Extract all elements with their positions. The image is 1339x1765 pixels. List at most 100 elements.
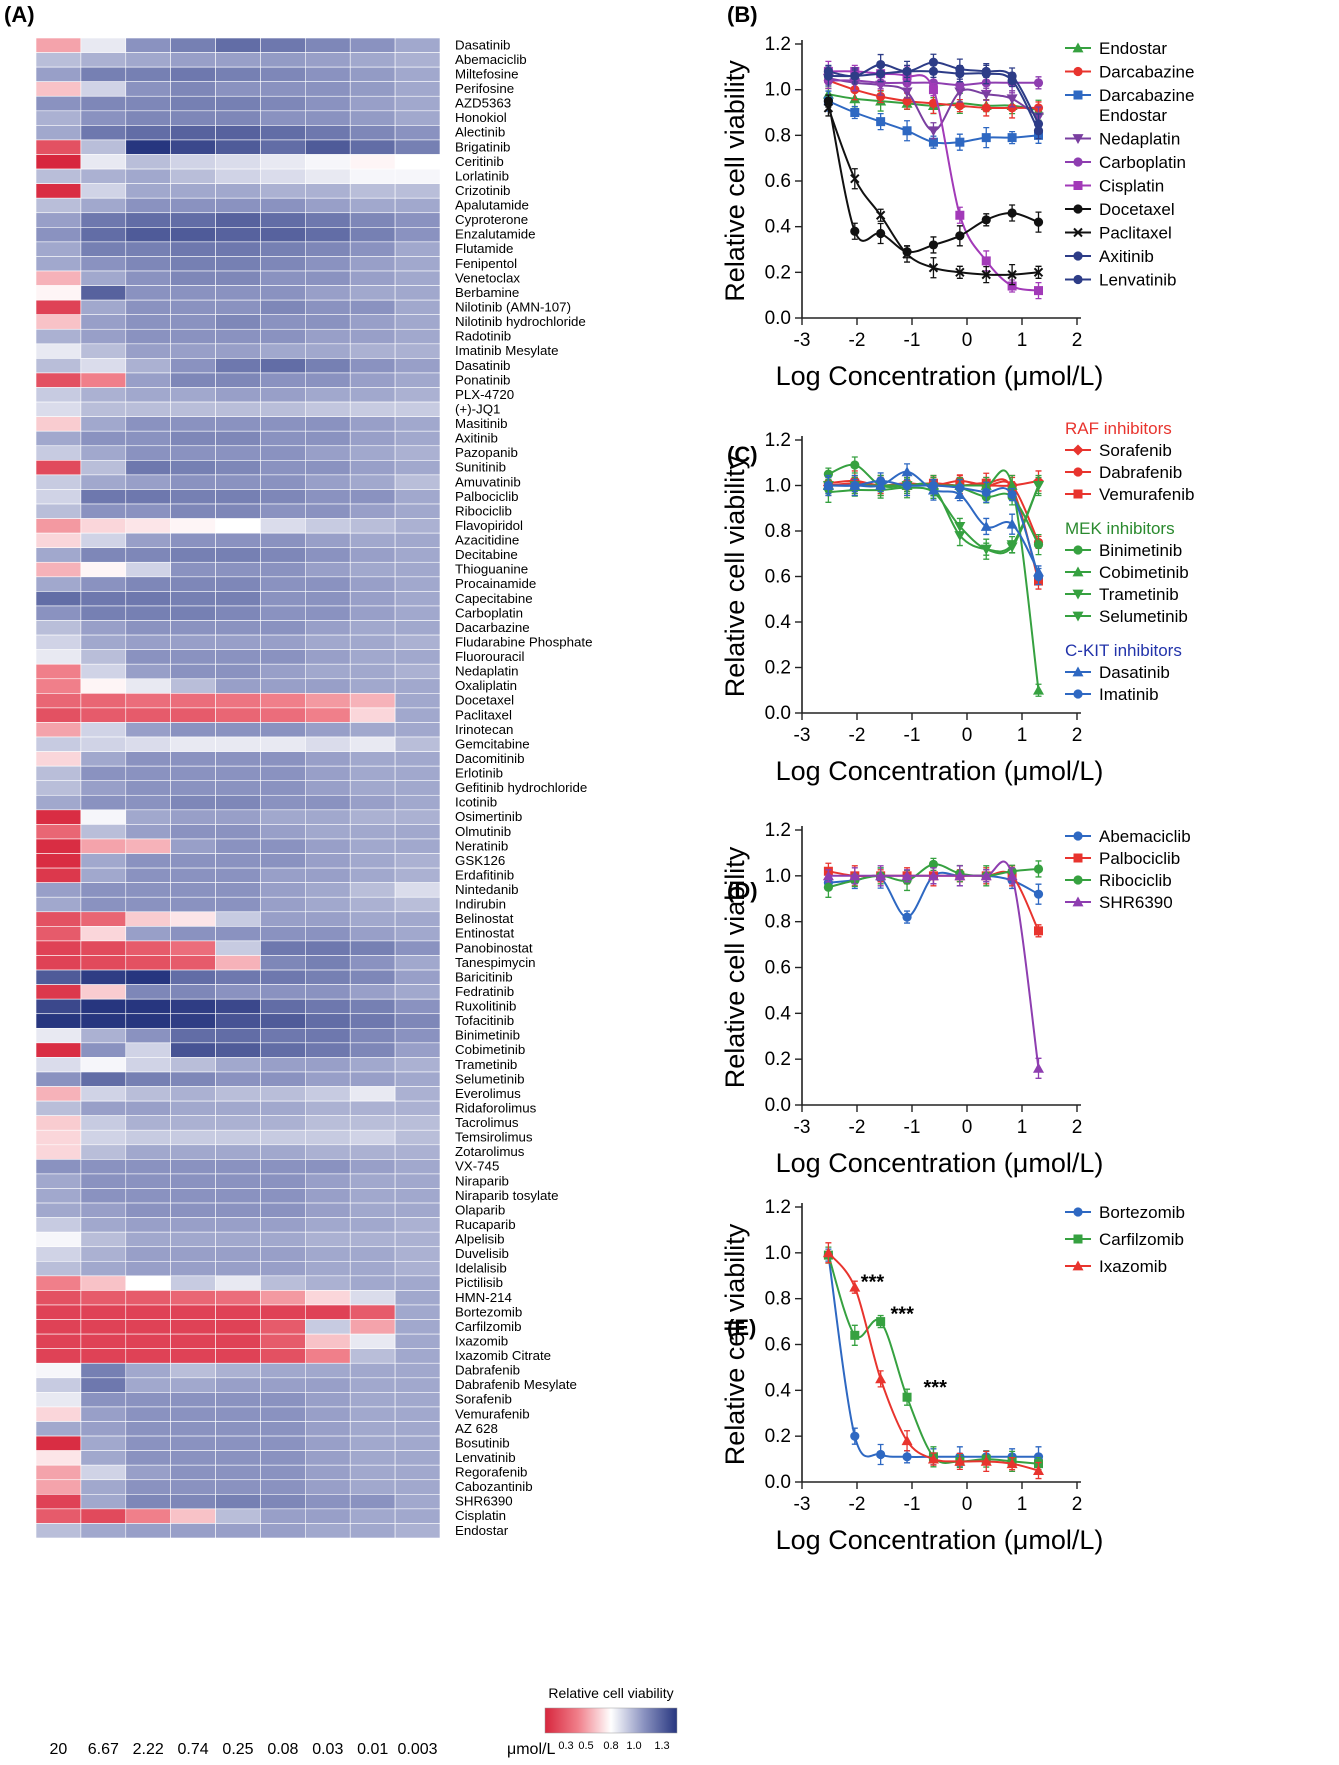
heatmap-cell xyxy=(170,1450,216,1466)
legend-label: Cisplatin xyxy=(1099,177,1164,196)
legend-label: Trametinib xyxy=(1099,585,1179,604)
heatmap-cell xyxy=(305,227,351,243)
heatmap-cell xyxy=(215,372,261,388)
heatmap-cell xyxy=(260,95,306,112)
heatmap-cell xyxy=(349,1362,396,1379)
data-point xyxy=(876,1317,886,1327)
heatmap-cell xyxy=(215,576,261,592)
heatmap-cell xyxy=(215,168,261,184)
heatmap-cell xyxy=(394,183,441,199)
heatmap-cell xyxy=(125,256,171,272)
heatmap-cell xyxy=(305,1494,351,1510)
heatmap-cell xyxy=(215,1275,261,1291)
heatmap-cell xyxy=(125,547,171,563)
panel-b-label: (B) xyxy=(727,2,758,27)
heatmap-cell xyxy=(305,1435,351,1451)
heatmap-cell xyxy=(170,765,216,782)
y-tick-label: 0.0 xyxy=(765,1095,791,1116)
heatmap-cell xyxy=(35,1086,82,1102)
legend-marker xyxy=(1072,134,1084,144)
heatmap-cell xyxy=(215,518,261,534)
heatmap-cell xyxy=(394,1115,441,1131)
heatmap-cell xyxy=(35,532,82,549)
heatmap-cell xyxy=(305,1479,351,1495)
heatmap-cell xyxy=(35,489,82,505)
x-axis-label: Log Concentration (μmol/L) xyxy=(776,756,1104,786)
heatmap-cell xyxy=(35,1231,82,1248)
drug-label: Dacarbazine xyxy=(455,620,530,635)
heatmap-cell xyxy=(260,1013,306,1029)
legend-label: Docetaxel xyxy=(1099,200,1175,219)
heatmap-cell xyxy=(80,474,127,490)
heatmap-cell xyxy=(35,125,82,141)
heatmap-cell xyxy=(125,576,171,592)
heatmap-cell xyxy=(215,343,261,359)
heatmap-cell xyxy=(260,1435,306,1451)
heatmap-cell xyxy=(170,227,216,243)
heatmap-cell xyxy=(349,1494,396,1510)
heatmap-cell xyxy=(260,1304,306,1320)
heatmap-cell xyxy=(305,649,351,665)
heatmap-cell xyxy=(349,634,396,650)
heatmap-cell xyxy=(80,1202,127,1218)
heatmap-cell xyxy=(394,765,441,782)
heatmap-cell xyxy=(305,445,351,461)
heatmap-cell xyxy=(125,416,171,432)
heatmap-cell xyxy=(80,460,127,476)
heatmap-cell xyxy=(125,95,171,112)
heatmap-cell xyxy=(35,372,82,388)
heatmap-cell xyxy=(394,1217,441,1233)
heatmap-cell xyxy=(394,794,441,811)
heatmap-cell xyxy=(260,1188,306,1204)
heatmap-cell xyxy=(170,125,216,141)
drug-label: Amuvatinib xyxy=(455,474,521,489)
heatmap-cell xyxy=(170,241,216,257)
drug-label: Irinotecan xyxy=(455,722,513,737)
heatmap-cell xyxy=(349,37,396,53)
data-point xyxy=(1033,217,1044,227)
heatmap-cell xyxy=(394,940,441,956)
heatmap-cell xyxy=(394,1246,441,1262)
heatmap-cell xyxy=(215,561,261,578)
data-point xyxy=(1007,281,1017,291)
data-point xyxy=(981,269,991,280)
heatmap-cell xyxy=(125,707,171,723)
drug-label: Thioguanine xyxy=(455,562,528,577)
heatmap-cell xyxy=(215,489,261,505)
heatmap-cell xyxy=(394,1508,441,1524)
heatmap-cell xyxy=(170,1100,216,1116)
heatmap-cell xyxy=(305,547,351,563)
heatmap-cell xyxy=(80,270,127,286)
y-tick-label: 1.0 xyxy=(765,866,791,887)
heatmap-cell xyxy=(125,605,171,621)
drug-label: Flutamide xyxy=(455,241,513,256)
heatmap-cell xyxy=(349,1100,396,1116)
heatmap-cell xyxy=(305,1217,351,1233)
heatmap-cell xyxy=(394,430,441,447)
drug-label: Nilotinib (AMN-107) xyxy=(455,300,571,315)
drug-label: Duvelisib xyxy=(455,1246,509,1261)
heatmap-cell xyxy=(349,139,396,155)
heatmap-cell xyxy=(349,1217,396,1233)
heatmap-cell xyxy=(394,314,441,330)
drug-label: Bosutinib xyxy=(455,1435,510,1450)
heatmap-cell xyxy=(394,1319,441,1335)
heatmap-cell xyxy=(394,1333,441,1349)
y-tick-label: 1.2 xyxy=(765,430,791,451)
heatmap-cell xyxy=(125,1290,171,1306)
heatmap-cell xyxy=(170,838,216,854)
heatmap-cell xyxy=(125,37,171,53)
drug-label: Idelalisib xyxy=(455,1261,507,1276)
heatmap-cell xyxy=(305,37,351,53)
heatmap-cell xyxy=(349,736,396,752)
heatmap-cell xyxy=(349,1464,396,1481)
x-tick-label: 1 xyxy=(1017,725,1028,746)
drug-label: Gemcitabine xyxy=(455,736,530,751)
heatmap-cell xyxy=(125,882,171,898)
heatmap-cell xyxy=(80,1479,127,1495)
heatmap-cell xyxy=(349,401,396,417)
drug-label: Bortezomib xyxy=(455,1304,522,1319)
drug-label: Axitinib xyxy=(455,431,498,446)
heatmap-cell xyxy=(215,1333,261,1349)
x-tick-label: -1 xyxy=(904,330,921,351)
